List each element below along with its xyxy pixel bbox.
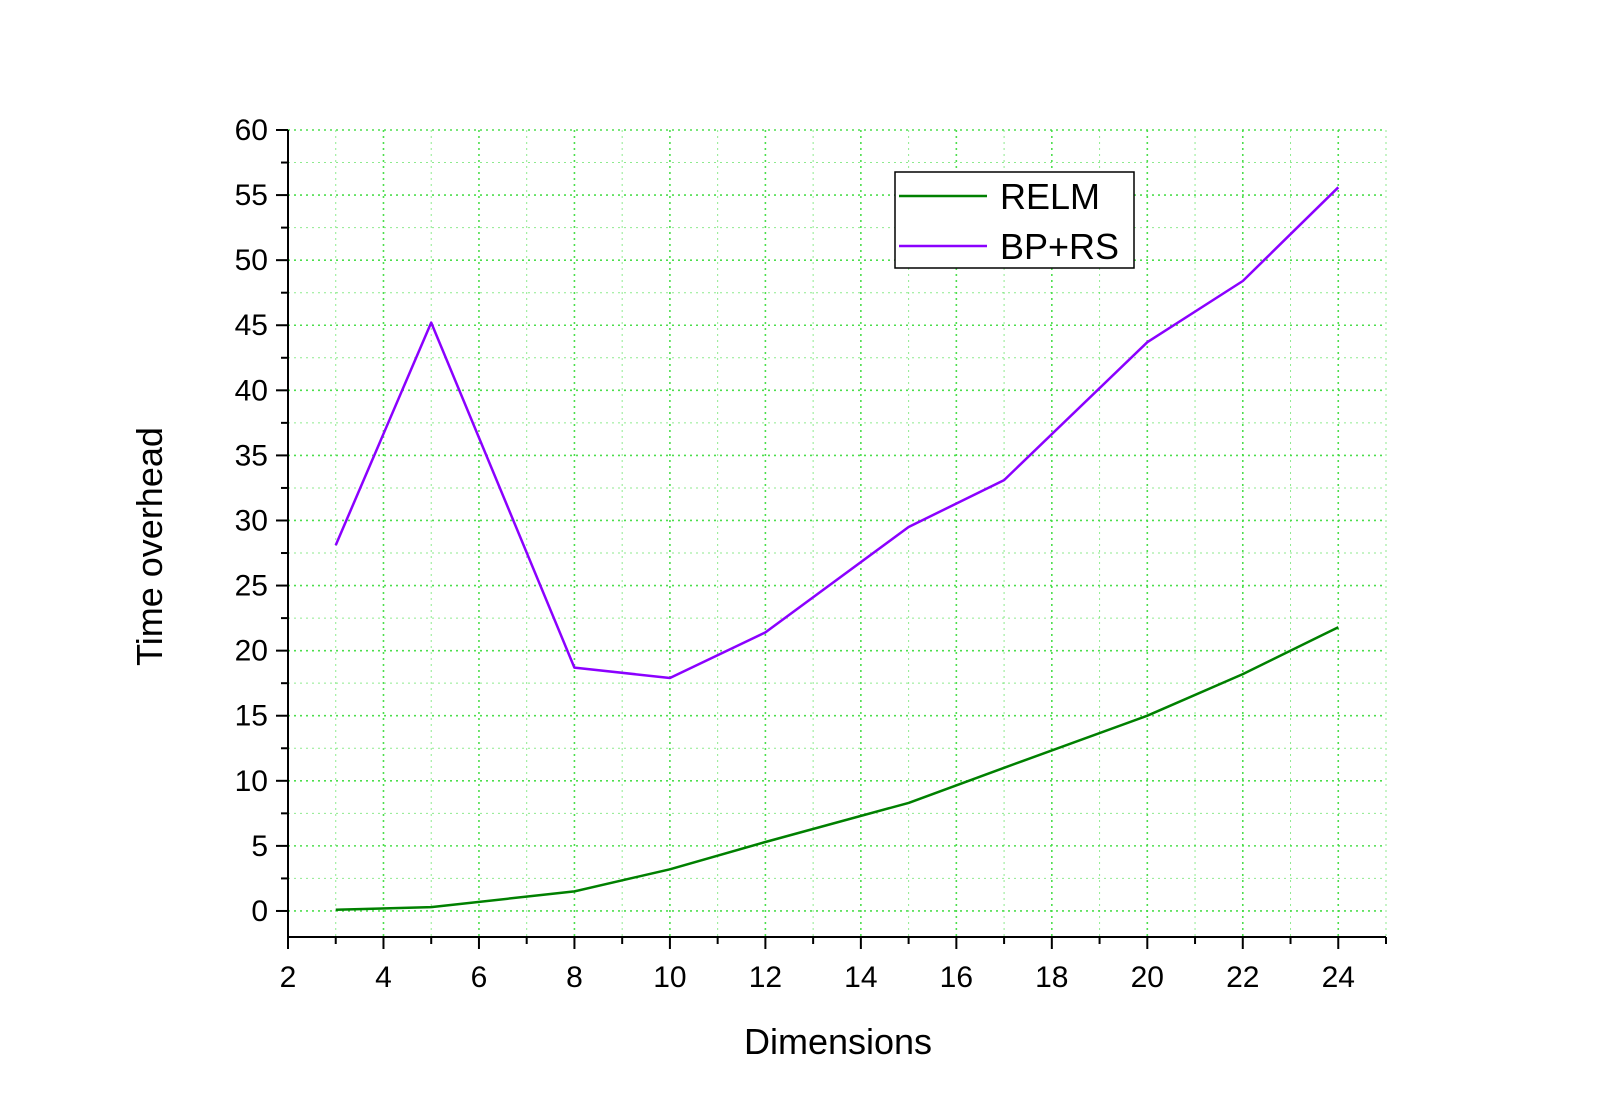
y-tick-label: 50: [235, 244, 268, 277]
series-line-bp-rs: [334, 186, 1340, 680]
x-tick-label: 6: [471, 961, 488, 994]
y-tick-label: 25: [235, 570, 268, 603]
y-tick-label: 45: [235, 309, 268, 342]
legend-label: RELM: [1000, 176, 1100, 217]
y-tick-label: 40: [235, 374, 268, 407]
y-tick-label: 10: [235, 765, 268, 798]
y-tick-label: 15: [235, 700, 268, 733]
y-tick-label: 5: [251, 830, 268, 863]
x-tick-label: 8: [566, 961, 583, 994]
x-tick-label: 20: [1131, 961, 1164, 994]
y-tick-label: 0: [251, 895, 268, 928]
x-tick-label: 4: [375, 961, 392, 994]
x-tick-label: 14: [844, 961, 877, 994]
series-line-relm: [335, 626, 1339, 911]
y-tick-label: 60: [235, 114, 268, 147]
series-lines: [334, 186, 1340, 911]
axes: 2 4 6 8 10 12 14 16 18 20 22 2405101520253035404550…: [235, 114, 1387, 994]
y-axis-title: Time overhead: [129, 427, 170, 666]
x-tick-label: 10: [653, 961, 686, 994]
grid: [288, 129, 1387, 937]
y-tick-label: 30: [235, 504, 268, 537]
y-tick-label: 35: [235, 439, 268, 472]
x-tick-label: 24: [1322, 961, 1355, 994]
x-tick-label: 2: [280, 961, 297, 994]
y-tick-label: 55: [235, 179, 268, 212]
x-tick-label: 12: [749, 961, 782, 994]
legend-label: BP+RS: [1000, 226, 1119, 267]
x-tick-label: 18: [1035, 961, 1068, 994]
x-tick-label: 16: [940, 961, 973, 994]
x-axis-title: Dimensions: [744, 1021, 932, 1062]
legend-box: [894, 171, 1135, 269]
y-tick-label: 20: [235, 635, 268, 668]
legend: RELM BP+RS: [894, 171, 1135, 269]
x-tick-label: 22: [1226, 961, 1259, 994]
